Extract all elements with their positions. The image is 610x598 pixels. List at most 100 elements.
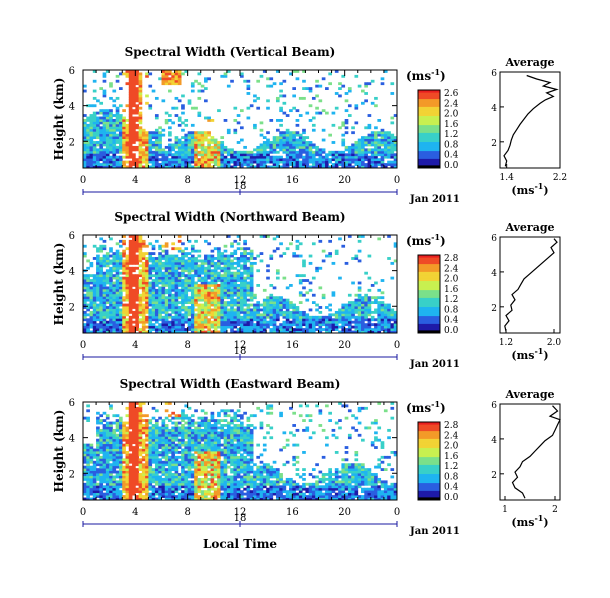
- heatmap-cell: [115, 141, 120, 144]
- heatmap-cell: [145, 463, 149, 467]
- heatmap-cell: [351, 313, 355, 317]
- heatmap-cell: [226, 254, 231, 258]
- colorbar-tick-label: 0.4: [444, 151, 459, 161]
- heatmap-cell: [128, 109, 133, 113]
- heatmap-cell: [380, 131, 385, 135]
- heatmap-cell: [96, 315, 100, 319]
- heatmap-cell: [151, 433, 156, 437]
- heatmap-cell: [223, 155, 228, 159]
- heatmap-cell: [168, 477, 172, 481]
- heatmap-cell: [246, 92, 251, 95]
- heatmap-cell: [96, 257, 100, 260]
- heatmap-cell: [99, 492, 104, 496]
- heatmap-cell: [217, 313, 221, 317]
- heatmap-cell: [92, 465, 97, 469]
- heatmap-cell: [230, 318, 234, 322]
- heatmap-cell: [171, 242, 175, 246]
- heatmap-cell: [272, 330, 277, 334]
- heatmap-cell: [115, 485, 120, 489]
- heatmap-cell: [275, 128, 280, 132]
- heatmap-cell: [361, 143, 365, 147]
- heatmap-cell: [236, 320, 241, 324]
- heatmap-cell: [194, 271, 198, 275]
- heatmap-cell: [302, 158, 306, 162]
- heatmap-cell: [161, 455, 166, 459]
- heatmap-cell: [161, 249, 166, 253]
- heatmap-cell: [102, 160, 107, 164]
- heatmap-cell: [344, 165, 349, 169]
- heatmap-cell: [328, 82, 332, 86]
- heatmap-cell: [279, 296, 283, 300]
- heatmap-cell: [298, 160, 303, 164]
- heatmap-cell: [289, 303, 293, 307]
- heatmap-cell: [99, 485, 104, 489]
- heatmap-cell: [135, 296, 139, 300]
- heatmap-cell: [181, 293, 185, 297]
- colorbar-segment: [418, 290, 440, 292]
- heatmap-cell: [380, 160, 385, 164]
- heatmap-cell: [118, 436, 123, 440]
- heatmap-cell: [223, 271, 228, 275]
- heatmap-cell: [96, 136, 100, 139]
- heatmap-cell: [141, 495, 146, 498]
- heatmap-cell: [118, 148, 123, 152]
- heatmap-cell: [99, 487, 104, 491]
- x-tick-label: 4: [132, 340, 138, 351]
- heatmap-cell: [272, 296, 277, 300]
- heatmap-cell: [112, 492, 117, 496]
- heatmap-cell: [112, 160, 117, 164]
- colorbar-tick-label: 2.0: [444, 275, 459, 285]
- heatmap-cell: [86, 480, 90, 484]
- heatmap-cell: [109, 433, 113, 437]
- heatmap-cell: [213, 271, 218, 275]
- heatmap-cell: [128, 126, 133, 130]
- heatmap-cell: [328, 252, 332, 255]
- heatmap-cell: [233, 158, 238, 162]
- heatmap-cell: [190, 261, 195, 265]
- colorbar-tick-label: 2.0: [444, 110, 459, 120]
- heatmap-cell: [184, 328, 189, 331]
- heatmap-cell: [83, 325, 87, 329]
- heatmap-cell: [135, 77, 139, 81]
- heatmap-cell: [96, 330, 100, 334]
- heatmap-cell: [390, 148, 395, 152]
- heatmap-cell: [158, 150, 162, 154]
- heatmap-cell: [387, 328, 391, 331]
- heatmap-cell: [298, 143, 303, 147]
- heatmap-cell: [174, 141, 179, 144]
- heatmap-cell: [292, 158, 296, 162]
- heatmap-cell: [262, 318, 267, 322]
- heatmap-cell: [347, 160, 352, 164]
- heatmap-cell: [367, 148, 372, 152]
- heatmap-cell: [187, 264, 192, 268]
- heatmap-cell: [204, 293, 208, 297]
- heatmap-cell: [168, 490, 172, 494]
- heatmap-cell: [171, 143, 175, 147]
- heatmap-cell: [285, 136, 290, 139]
- heatmap-cell: [217, 165, 221, 169]
- heatmap-cell: [370, 155, 375, 159]
- heatmap-cell: [135, 87, 139, 90]
- heatmap-cell: [380, 325, 385, 329]
- heatmap-cell: [184, 308, 189, 312]
- heatmap-cell: [118, 482, 123, 486]
- heatmap-cell: [168, 261, 172, 265]
- heatmap-cell: [243, 153, 247, 157]
- heatmap-cell: [311, 165, 316, 169]
- heatmap-cell: [240, 266, 244, 270]
- heatmap-cell: [226, 264, 231, 268]
- heatmap-cell: [311, 116, 316, 120]
- heatmap-cell: [190, 288, 195, 292]
- heatmap-cell: [357, 148, 362, 152]
- heatmap-cell: [341, 123, 346, 127]
- heatmap-cell: [122, 315, 126, 319]
- heatmap-cell: [207, 119, 211, 122]
- heatmap-cell: [272, 163, 277, 166]
- heatmap-cell: [289, 330, 293, 334]
- heatmap-cell: [243, 276, 247, 280]
- heatmap-cell: [132, 158, 136, 162]
- heatmap-cell: [233, 315, 238, 319]
- heatmap-cell: [279, 254, 283, 258]
- heatmap-cell: [164, 82, 169, 86]
- heatmap-cell: [331, 323, 336, 327]
